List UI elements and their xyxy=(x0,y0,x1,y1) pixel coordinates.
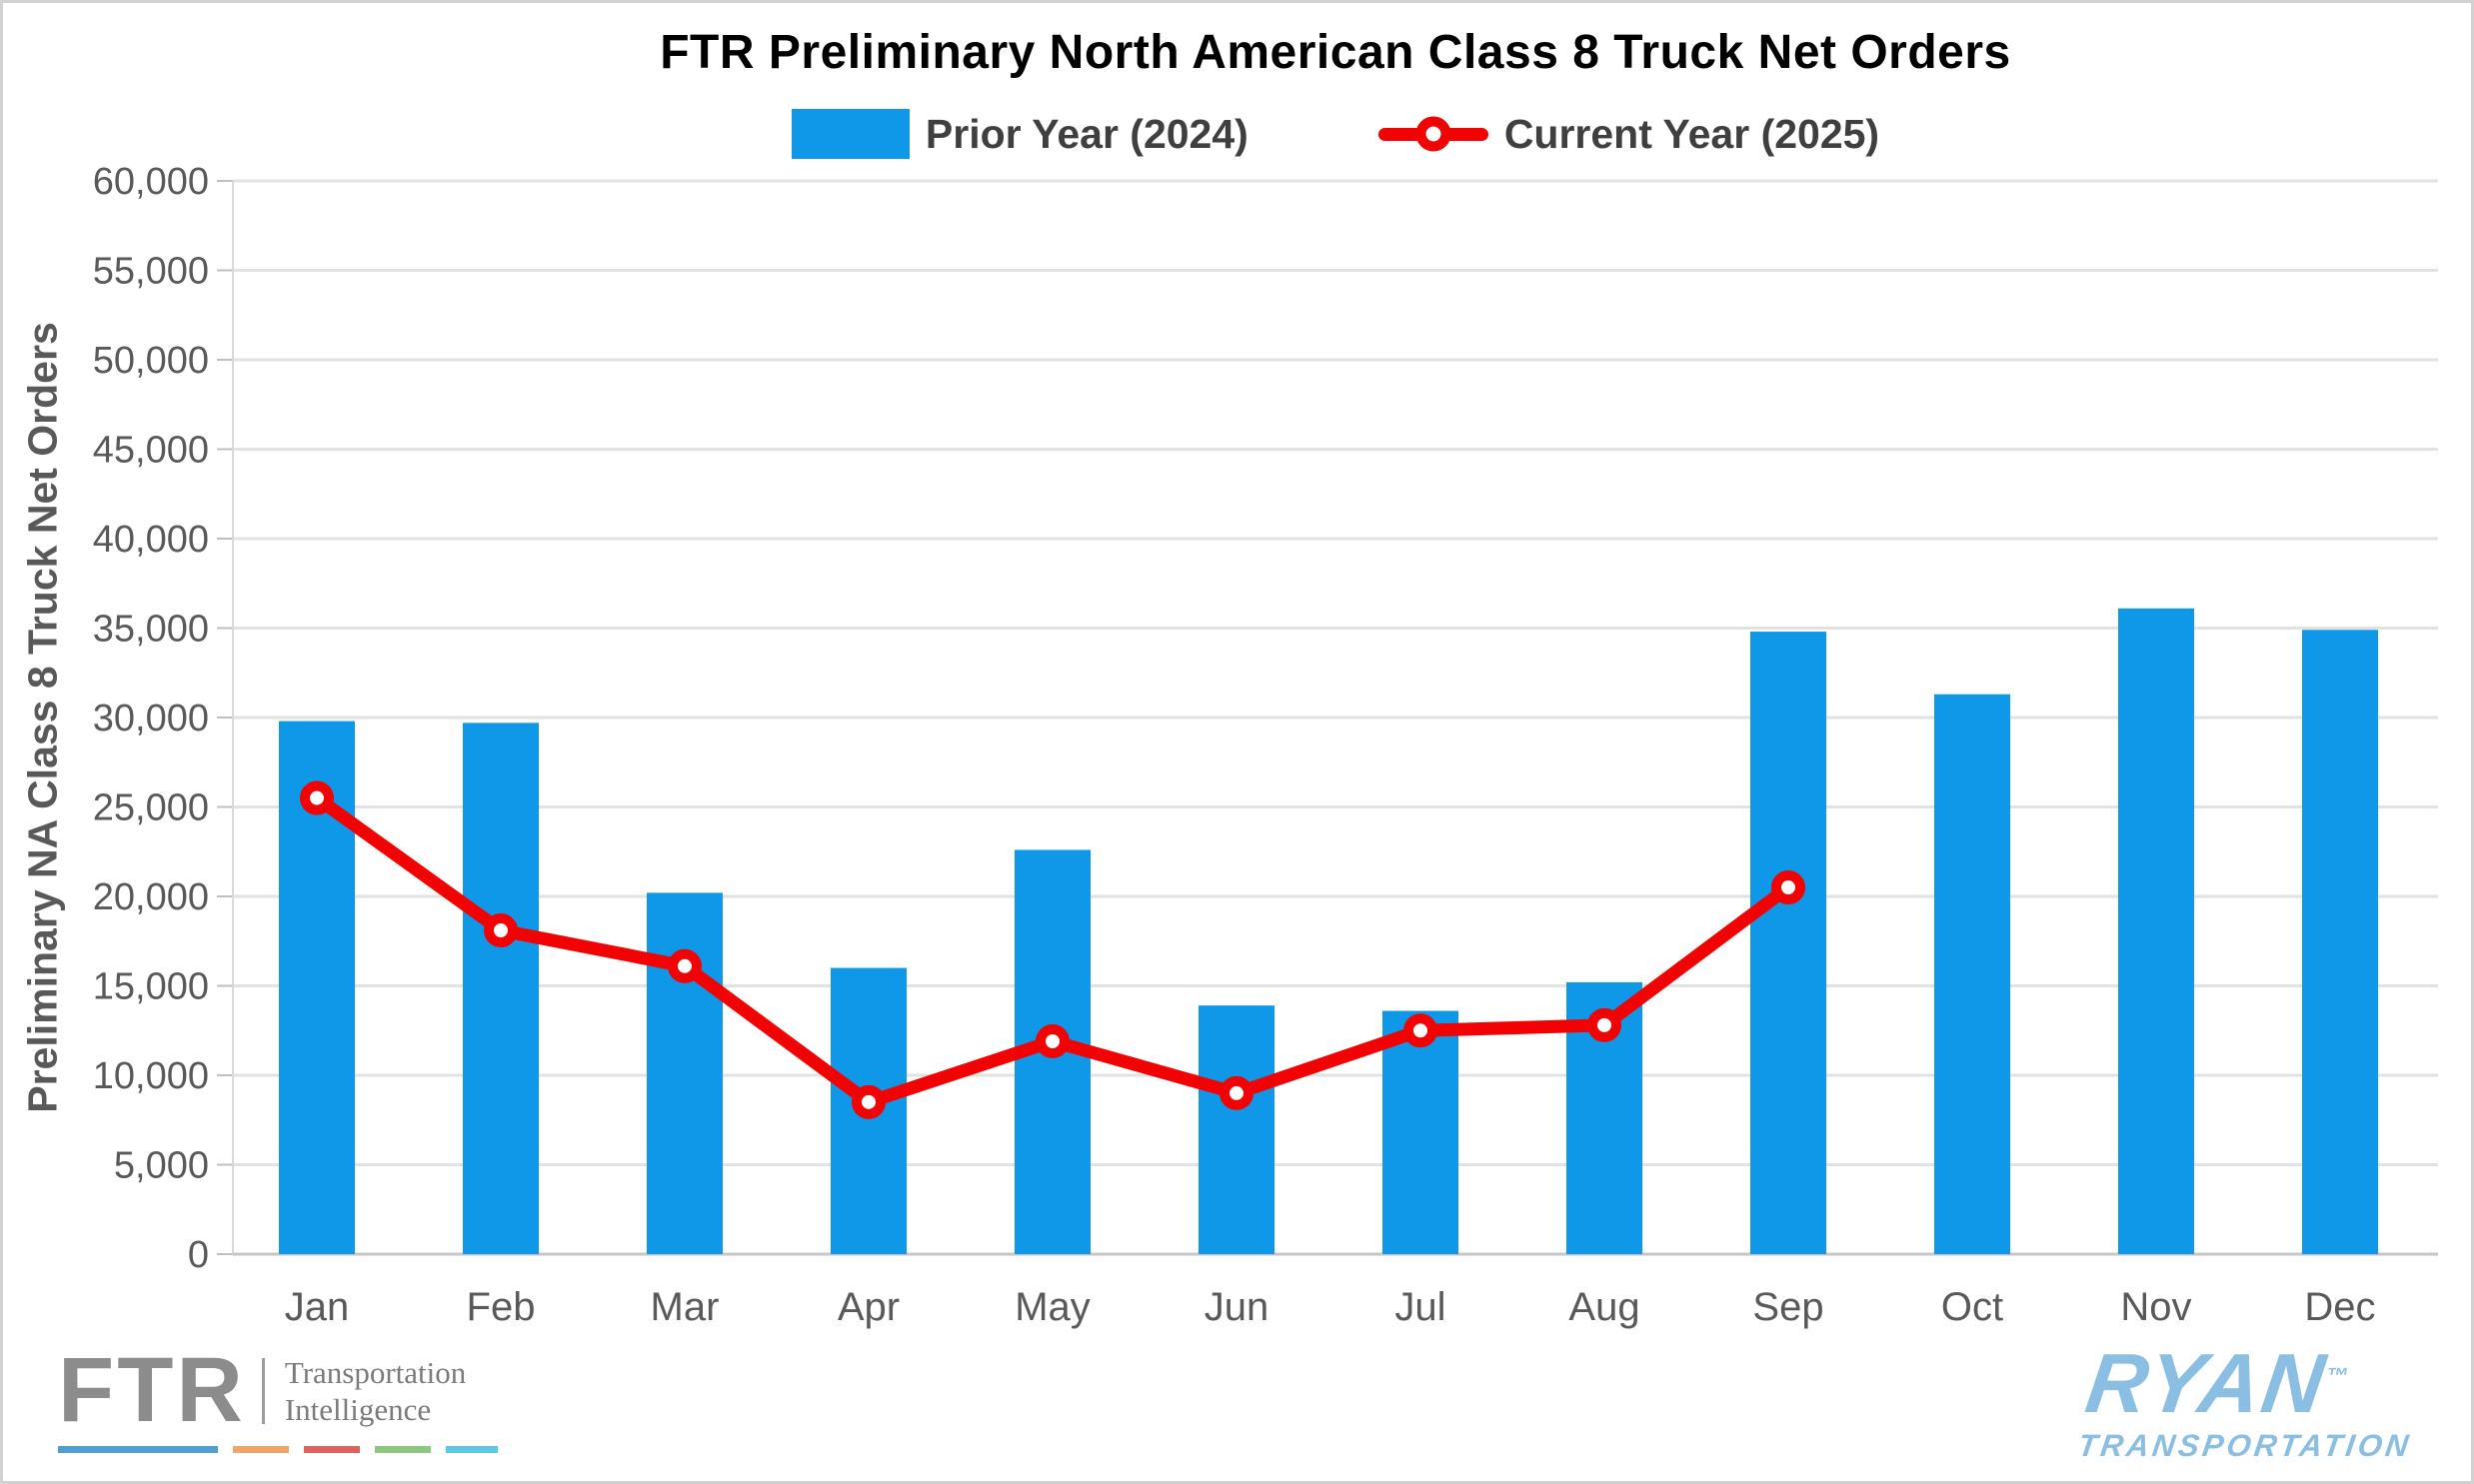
point-sep xyxy=(1771,870,1805,905)
point-mar xyxy=(668,948,702,983)
point-aug xyxy=(1587,1007,1621,1042)
x-tick-label-aug: Aug xyxy=(1568,1285,1639,1329)
bar-dec xyxy=(2302,630,2378,1254)
legend-label-current-year: Current Year (2025) xyxy=(1503,110,1880,157)
ryan-subtext: TRANSPORTATION xyxy=(2075,1427,2414,1463)
y-tick-label-40000: 40,000 xyxy=(93,519,209,561)
x-tick-label-jan: Jan xyxy=(285,1285,350,1329)
x-tick-label-feb: Feb xyxy=(467,1285,536,1329)
y-tick-label-35000: 35,000 xyxy=(93,609,209,651)
bar-sep xyxy=(1750,632,1826,1254)
point-feb xyxy=(484,913,518,948)
x-tick-label-apr: Apr xyxy=(838,1285,900,1329)
y-tick-label-45000: 45,000 xyxy=(93,430,209,472)
ryan-trademark-icon: ™ xyxy=(2324,1363,2353,1388)
legend-line-swatch xyxy=(1377,116,1488,152)
plot-area: 60,000 55,000 50,000 45,000 40,000 35,000 30,0… xyxy=(93,161,2438,1329)
y-tick-label-30000: 30,000 xyxy=(93,698,209,740)
legend-marker-icon xyxy=(1415,116,1451,152)
point-jan xyxy=(300,780,334,815)
point-apr xyxy=(852,1084,886,1119)
x-tick-label-sep: Sep xyxy=(1752,1285,1823,1329)
x-tick-label-oct: Oct xyxy=(1941,1285,2003,1329)
y-tick-label-50000: 50,000 xyxy=(93,340,209,382)
ftr-tagline-line1: Transportation xyxy=(284,1355,467,1390)
ftr-dash-1 xyxy=(58,1446,218,1453)
bar-mar xyxy=(647,892,723,1254)
point-jul xyxy=(1403,1013,1437,1048)
x-tick-label-may: May xyxy=(1015,1285,1091,1329)
ftr-logo: FTR Transportation Intelligence xyxy=(58,1339,498,1453)
bar-jun xyxy=(1199,1005,1274,1254)
bar-feb xyxy=(463,723,539,1254)
y-tick-label-55000: 55,000 xyxy=(93,251,209,293)
legend-label-prior-year: Prior Year (2024) xyxy=(925,110,1248,157)
y-tick-label-0: 0 xyxy=(188,1234,209,1276)
x-tick-label-mar: Mar xyxy=(651,1285,720,1329)
x-tick-label-nov: Nov xyxy=(2120,1285,2191,1329)
legend: Prior Year (2024) Current Year (2025) xyxy=(233,109,2438,159)
x-tick-label-dec: Dec xyxy=(2304,1285,2375,1329)
bar-oct xyxy=(1934,694,2010,1254)
ftr-dash-4 xyxy=(375,1446,431,1453)
y-tick-label-10000: 10,000 xyxy=(93,1055,209,1097)
x-tick-label-jul: Jul xyxy=(1394,1285,1445,1329)
legend-bar-swatch xyxy=(791,109,910,159)
point-may xyxy=(1036,1023,1070,1058)
bar-nov xyxy=(2118,608,2194,1254)
ftr-logo-underline xyxy=(58,1446,498,1453)
ftr-tagline-line2: Intelligence xyxy=(284,1392,432,1427)
y-tick-label-15000: 15,000 xyxy=(93,966,209,1008)
ryan-wordmark: RYAN™ xyxy=(2080,1336,2353,1430)
bar-jul xyxy=(1382,1010,1458,1254)
x-tick-label-jun: Jun xyxy=(1205,1285,1269,1329)
ryan-logo: RYAN™ TRANSPORTATION xyxy=(2075,1336,2426,1464)
ftr-logo-divider xyxy=(261,1358,265,1424)
y-tick-label-5000: 5,000 xyxy=(114,1145,209,1187)
ftr-wordmark: FTR xyxy=(58,1339,246,1442)
ftr-dash-5 xyxy=(446,1446,498,1453)
ftr-dash-3 xyxy=(304,1446,360,1453)
chart-title: FTR Preliminary North American Class 8 T… xyxy=(660,26,2011,79)
y-tick-label-20000: 20,000 xyxy=(93,876,209,918)
y-tick-label-25000: 25,000 xyxy=(93,787,209,829)
ftr-tagline: Transportation Intelligence xyxy=(285,1354,466,1428)
ftr-dash-2 xyxy=(233,1446,289,1453)
point-jun xyxy=(1220,1075,1253,1110)
y-tick-label-60000: 60,000 xyxy=(93,161,209,203)
